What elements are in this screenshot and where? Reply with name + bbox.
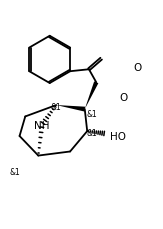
Text: O: O <box>134 63 142 72</box>
Text: &1: &1 <box>87 129 97 138</box>
Polygon shape <box>85 82 98 110</box>
Text: &1: &1 <box>51 103 62 112</box>
Text: NH: NH <box>34 121 49 131</box>
Text: &1: &1 <box>9 168 20 177</box>
Text: HO: HO <box>110 131 126 141</box>
Text: &1: &1 <box>87 110 97 119</box>
Text: O: O <box>119 93 127 102</box>
Polygon shape <box>56 106 85 112</box>
